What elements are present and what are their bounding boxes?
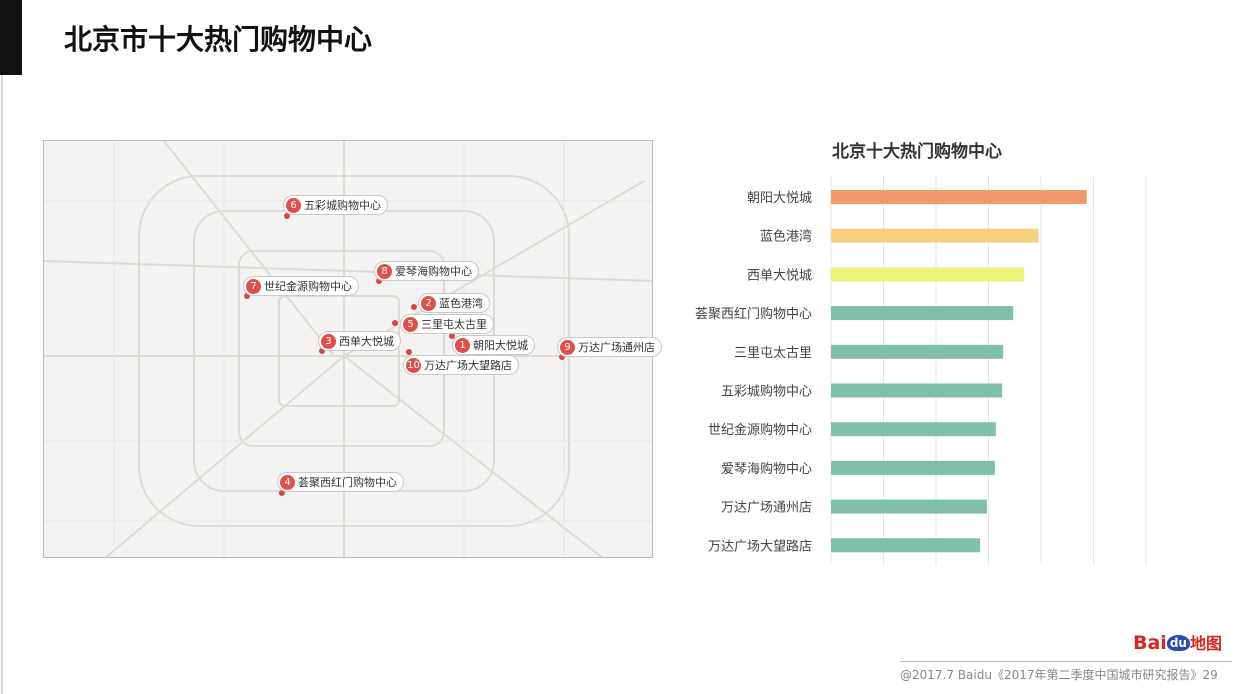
map-marker-8[interactable]: 8 爱琴海购物中心 <box>374 261 479 281</box>
category-label: 万达广场通州店 <box>721 501 812 516</box>
chart-title: 北京十大热门购物中心 <box>832 142 1002 162</box>
marker-dot <box>279 490 285 496</box>
marker-label: 西单大悦城 <box>339 335 394 348</box>
marker-label: 万达广场大望路店 <box>424 359 512 372</box>
marker-dot <box>406 349 412 355</box>
marker-dot <box>411 304 417 310</box>
marker-number: 3 <box>321 333 336 349</box>
bar <box>831 190 1087 204</box>
marker-number: 5 <box>403 316 418 332</box>
marker-label: 朝阳大悦城 <box>473 339 528 352</box>
map-marker-9[interactable]: 9 万达广场通州店 <box>557 337 662 357</box>
marker-dot <box>559 354 565 360</box>
marker-number: 9 <box>560 339 575 355</box>
marker-dot <box>284 213 290 219</box>
marker-number: 4 <box>280 474 295 490</box>
bar <box>831 538 981 553</box>
map-marker-1[interactable]: 1 朝阳大悦城 <box>452 335 535 355</box>
map-marker-5[interactable]: 5 三里屯太古里 <box>400 314 494 334</box>
map-marker-6[interactable]: 6 五彩城购物中心 <box>283 195 388 215</box>
marker-number: 1 <box>455 337 470 353</box>
bar <box>831 499 987 514</box>
marker-label: 蓝色港湾 <box>439 297 483 310</box>
map-marker-10[interactable]: 10 万达广场大望路店 <box>403 355 519 375</box>
marker-label: 万达广场通州店 <box>578 341 655 354</box>
bar <box>831 267 1025 282</box>
bar <box>831 344 1004 359</box>
marker-number: 10 <box>406 357 421 373</box>
slide-edge-line <box>1 0 3 694</box>
map-marker-4[interactable]: 4 荟聚西红门购物中心 <box>277 472 404 492</box>
bar <box>831 228 1039 243</box>
map-marker-3[interactable]: 3 西单大悦城 <box>318 331 401 351</box>
marker-label: 荟聚西红门购物中心 <box>298 476 397 489</box>
marker-number: 8 <box>377 263 392 279</box>
marker-dot <box>376 278 382 284</box>
category-label: 三里屯太古里 <box>734 346 812 361</box>
bar <box>831 383 1003 398</box>
category-label: 万达广场大望路店 <box>708 538 812 554</box>
bar <box>831 422 996 437</box>
category-label: 五彩城购物中心 <box>721 384 812 400</box>
page-title: 北京市十大热门购物中心 <box>64 23 373 56</box>
marker-dot <box>319 348 325 354</box>
category-label: 西单大悦城 <box>747 268 812 283</box>
category-label: 荟聚西红门购物中心 <box>695 306 812 322</box>
marker-dot <box>449 333 455 339</box>
marker-dot <box>244 293 250 299</box>
footer-text: @2017.7 Baidu《2017年第二季度中国城市研究报告》29 <box>900 668 1218 682</box>
map-marker-7[interactable]: 7 世纪金源购物中心 <box>243 276 359 296</box>
baidu-map-logo: Bai du 地图 <box>1133 632 1222 654</box>
marker-label: 爱琴海购物中心 <box>395 265 472 278</box>
category-label: 蓝色港湾 <box>760 229 812 245</box>
marker-dot <box>392 320 398 326</box>
bar <box>831 306 1014 321</box>
marker-number: 7 <box>246 278 261 294</box>
marker-label: 世纪金源购物中心 <box>264 280 352 293</box>
footer-divider <box>900 661 1232 662</box>
bar <box>831 460 995 475</box>
marker-number: 2 <box>421 295 436 311</box>
marker-label: 三里屯太古里 <box>421 318 487 331</box>
marker-number: 6 <box>286 197 301 213</box>
category-label: 世纪金源购物中心 <box>708 422 812 438</box>
category-label: 爱琴海购物中心 <box>721 461 812 477</box>
title-accent-bar <box>0 0 22 75</box>
map-marker-2[interactable]: 2 蓝色港湾 <box>418 293 490 313</box>
marker-label: 五彩城购物中心 <box>304 199 381 212</box>
category-label: 朝阳大悦城 <box>747 191 812 206</box>
